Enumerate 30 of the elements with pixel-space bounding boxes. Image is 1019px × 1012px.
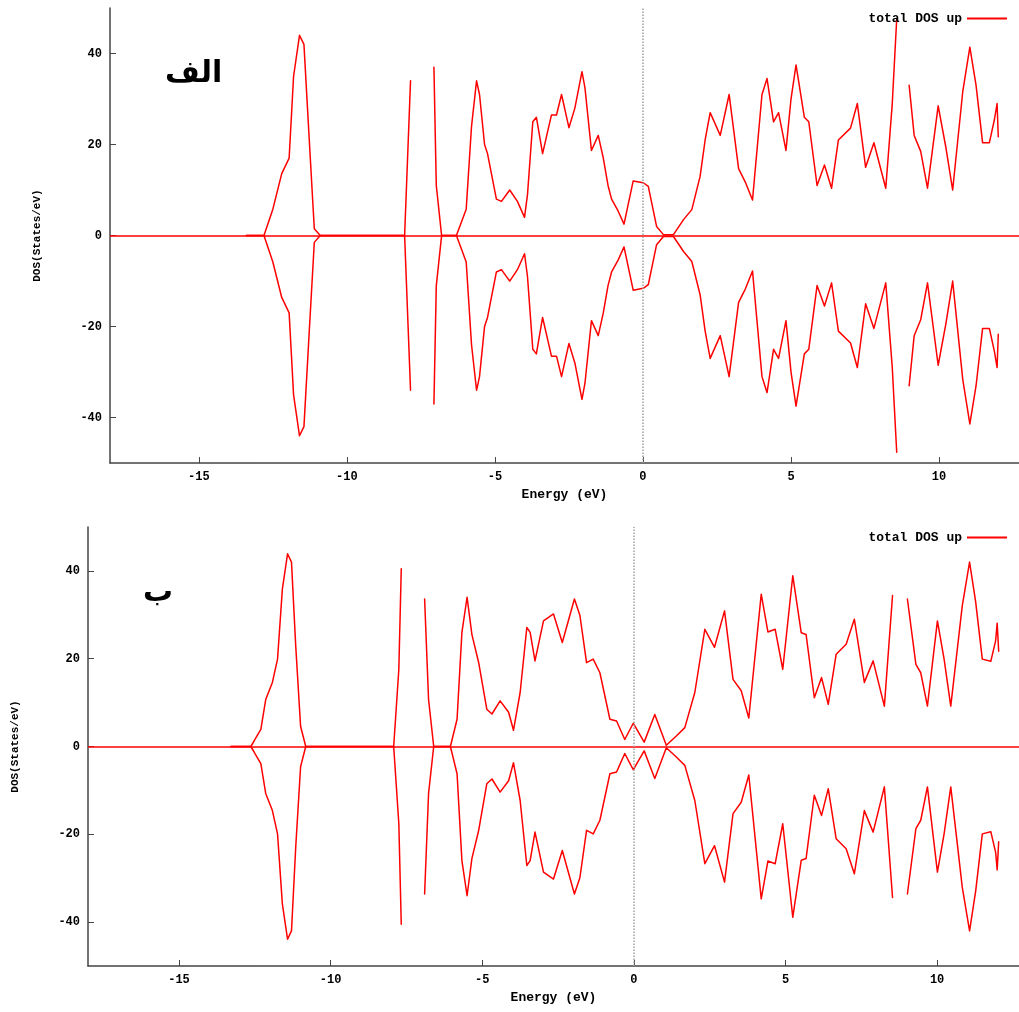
x-axis-title: Energy (eV) (510, 989, 597, 1005)
x-tick-label: 10 (929, 973, 945, 987)
x-tick-label: 0 (639, 470, 647, 485)
y-tick-label: -40 (80, 410, 102, 425)
x-tick-label: -5 (475, 973, 490, 987)
x-axis-title: Energy (eV) (521, 487, 608, 502)
y-tick-label: -40 (58, 915, 80, 930)
y-tick-label: 40 (87, 46, 102, 61)
x-tick-label: -15 (188, 470, 210, 485)
x-tick-label: 5 (781, 973, 790, 987)
x-tick-label: 10 (931, 470, 947, 485)
annotation: ب (143, 572, 174, 608)
annotation: الف (165, 53, 223, 89)
y-tick-label: 20 (65, 651, 80, 666)
x-tick-label: -10 (336, 470, 358, 485)
y-axis-title: DOS(States/eV) (8, 700, 21, 793)
x-tick-label: -10 (319, 973, 342, 987)
x-tick-label: -15 (168, 973, 190, 987)
y-tick-label: -20 (58, 827, 80, 842)
y-tick-label: -20 (80, 319, 102, 334)
y-tick-label: 20 (87, 137, 102, 152)
x-tick-label: 5 (787, 470, 795, 485)
x-tick-label: -5 (487, 470, 503, 485)
legend-label: total DOS up (868, 530, 963, 545)
y-tick-label: 0 (94, 228, 102, 243)
y-axis-title: DOS(States/eV) (30, 189, 43, 282)
x-tick-label: 0 (630, 973, 638, 987)
legend-label: total DOS up (868, 11, 963, 26)
y-tick-label: 0 (72, 739, 80, 754)
y-tick-label: 40 (65, 563, 80, 578)
